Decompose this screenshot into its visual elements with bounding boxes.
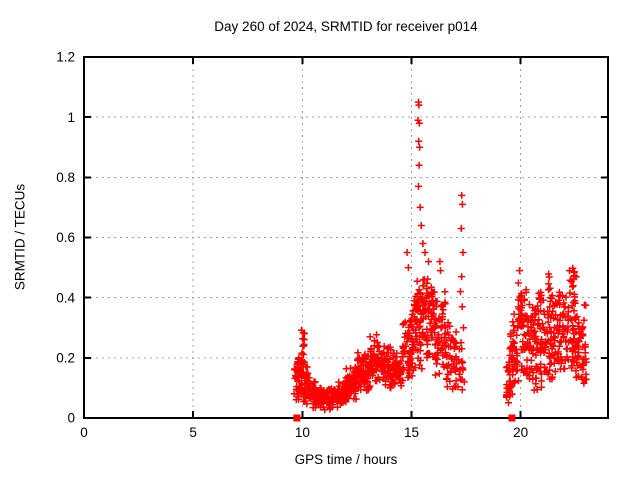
x-tick-label: 10 [295, 425, 310, 440]
y-tick-label: 0.8 [56, 170, 75, 185]
y-axis-label: SRMTID / TECUs [13, 184, 28, 291]
x-tick-label: 5 [189, 425, 197, 440]
zero-value-square-marker [293, 414, 301, 422]
y-tick-label: 1.2 [56, 50, 75, 65]
x-tick-label: 20 [513, 425, 528, 440]
chart-title: Day 260 of 2024, SRMTID for receiver p01… [214, 19, 478, 34]
y-tick-label: 0.6 [56, 230, 75, 245]
scatter-plus-markers [290, 98, 590, 414]
y-tick-label: 0.2 [56, 351, 75, 366]
x-tick-label: 0 [80, 425, 88, 440]
y-tick-label: 0 [67, 411, 75, 426]
plot-border-and-ticks [83, 56, 609, 419]
tick-labels: 0 5 10 15 20 0 0.2 0.4 0.6 0.8 1 1.2 [56, 50, 528, 440]
data-points [290, 98, 590, 422]
x-axis-label: GPS time / hours [295, 452, 398, 467]
y-tick-label: 0.4 [56, 290, 75, 305]
zero-value-square-marker [508, 414, 516, 422]
y-tick-label: 1 [67, 110, 75, 125]
gridlines [84, 57, 608, 418]
x-tick-label: 15 [404, 425, 419, 440]
